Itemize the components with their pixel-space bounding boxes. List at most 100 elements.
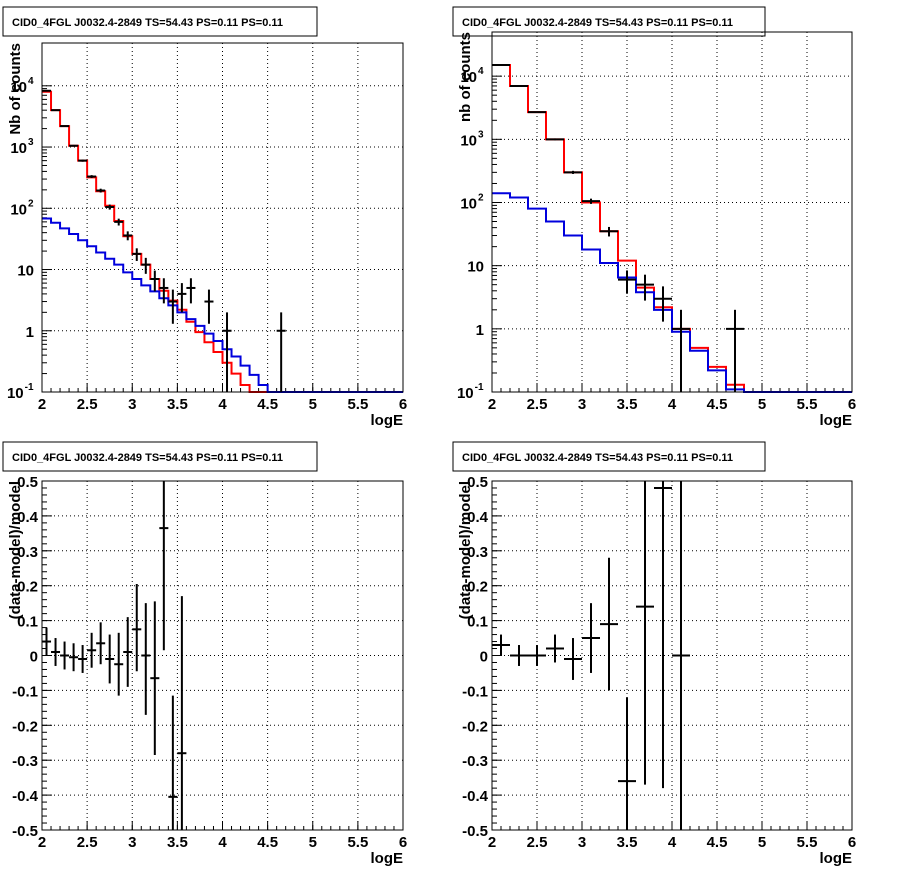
data-point — [132, 248, 142, 261]
x-tick-label: 3.5 — [167, 834, 188, 851]
data-point — [636, 481, 654, 785]
data-point — [222, 312, 232, 392]
y-tick-label: 10 — [457, 385, 474, 402]
x-tick-label: 4 — [218, 396, 227, 413]
ticks: 2 2.5 3 3.5 4 4.5 5 5.5 6 -0.5 -0.4 -0.3 -0.2 -0.1 0 0.… — [462, 474, 856, 851]
x-axis-label: logE — [820, 850, 853, 867]
x-tick-label: 3.5 — [617, 834, 638, 851]
data-point — [276, 312, 286, 392]
x-tick-label: 3 — [578, 834, 586, 851]
data-point — [96, 188, 106, 193]
x-tick-label: 2.5 — [527, 396, 548, 413]
y-tick-label: 10 — [460, 69, 477, 86]
data-point — [186, 278, 196, 304]
y-tick-exponent: 2 — [28, 198, 34, 209]
y-tick-label: 1 — [476, 322, 484, 339]
x-tick-label: 4.5 — [257, 834, 278, 851]
data-point — [141, 603, 151, 715]
y-tick-label: 10 — [460, 132, 477, 149]
x-tick-label: 2.5 — [77, 396, 98, 413]
data-point — [114, 632, 124, 696]
counts-panel-left: CID0_4FGL J0032.4-2849 TS=54.43 PS=0.11 … — [2, 6, 407, 429]
panel-title-box — [452, 441, 766, 472]
x-tick-label: 4.5 — [707, 834, 728, 851]
x-tick-label: 5 — [309, 834, 317, 851]
y-tick-label: -0.5 — [12, 823, 38, 840]
x-tick-label: 2 — [488, 396, 496, 413]
residual-panel-right: CID0_4FGL J0032.4-2849 TS=54.43 PS=0.11 … — [452, 441, 856, 867]
grid — [42, 43, 403, 392]
y-tick-label: 0 — [480, 649, 488, 666]
y-tick-label: 0.1 — [467, 614, 488, 631]
data-point — [492, 634, 510, 656]
y-tick-label: -0.4 — [12, 788, 39, 805]
y-tick-label: 10 — [467, 259, 484, 276]
y-tick-label: 1 — [26, 324, 34, 341]
data-point — [600, 557, 618, 691]
data-point — [60, 641, 70, 670]
data-point — [105, 634, 115, 684]
data-point — [672, 481, 690, 830]
y-tick-label: 0.2 — [467, 579, 488, 596]
data-point — [528, 645, 546, 666]
data-point — [114, 218, 124, 226]
y-tick-label: 0.1 — [17, 614, 38, 631]
data-point — [78, 645, 88, 673]
data-point — [132, 583, 142, 672]
data-point — [168, 289, 178, 324]
panel-title-box — [2, 6, 318, 37]
y-tick-label: 10 — [10, 140, 27, 157]
x-tick-label: 4 — [668, 396, 677, 413]
y-tick-label: -0.3 — [12, 753, 38, 770]
data-point — [564, 638, 582, 680]
panel-title-box — [452, 6, 766, 37]
data-point — [654, 286, 672, 322]
data-point — [204, 289, 214, 324]
data-point — [600, 226, 618, 237]
y-tick-label: 0 — [30, 649, 38, 666]
data-point — [51, 109, 61, 112]
y-tick-label: -0.5 — [462, 823, 488, 840]
data-point — [42, 89, 52, 92]
y-axis-label: nb of counts — [457, 32, 474, 122]
data-point — [177, 283, 187, 313]
data-point — [582, 198, 600, 204]
y-tick-label: -0.1 — [12, 683, 38, 700]
x-tick-label: 4 — [668, 834, 677, 851]
data-point — [546, 138, 564, 141]
x-tick-label: 6 — [848, 834, 856, 851]
data-point — [96, 622, 106, 665]
y-tick-label: 0.4 — [17, 509, 39, 526]
plot-frame — [491, 31, 853, 393]
y-tick-label: 0.2 — [17, 579, 38, 596]
data-point — [60, 125, 70, 128]
x-tick-label: 5.5 — [347, 396, 368, 413]
x-tick-label: 2 — [38, 834, 46, 851]
ticks: 2 2.5 3 3.5 4 4.5 5 5.5 6 -0.5 -0.4 -0.3 -0.2 -0.1 0 0.… — [12, 474, 407, 851]
x-tick-label: 3 — [578, 396, 586, 413]
data-point — [177, 596, 187, 830]
y-tick-label: -0.2 — [12, 718, 38, 735]
data-point — [69, 144, 79, 147]
y-tick-label: 10 — [10, 201, 27, 218]
panel-title: CID0_4FGL J0032.4-2849 TS=54.43 PS=0.11 … — [12, 452, 283, 464]
x-tick-label: 2.5 — [527, 834, 548, 851]
y-tick-label: 10 — [17, 263, 34, 280]
x-tick-label: 3 — [128, 396, 136, 413]
data-point — [510, 645, 528, 666]
data-point — [618, 697, 636, 830]
data-point — [150, 270, 160, 292]
panel-title: CID0_4FGL J0032.4-2849 TS=54.43 PS=0.11 … — [462, 452, 733, 464]
data-point — [51, 638, 61, 666]
x-tick-label: 4 — [218, 834, 227, 851]
x-tick-label: 2.5 — [77, 834, 98, 851]
x-axis-label: logE — [371, 850, 404, 867]
x-tick-label: 2 — [488, 834, 496, 851]
y-tick-exponent: 3 — [478, 129, 484, 140]
x-tick-label: 6 — [399, 396, 407, 413]
data-point — [168, 695, 178, 830]
data-point — [141, 257, 151, 274]
x-tick-label: 6 — [399, 834, 407, 851]
